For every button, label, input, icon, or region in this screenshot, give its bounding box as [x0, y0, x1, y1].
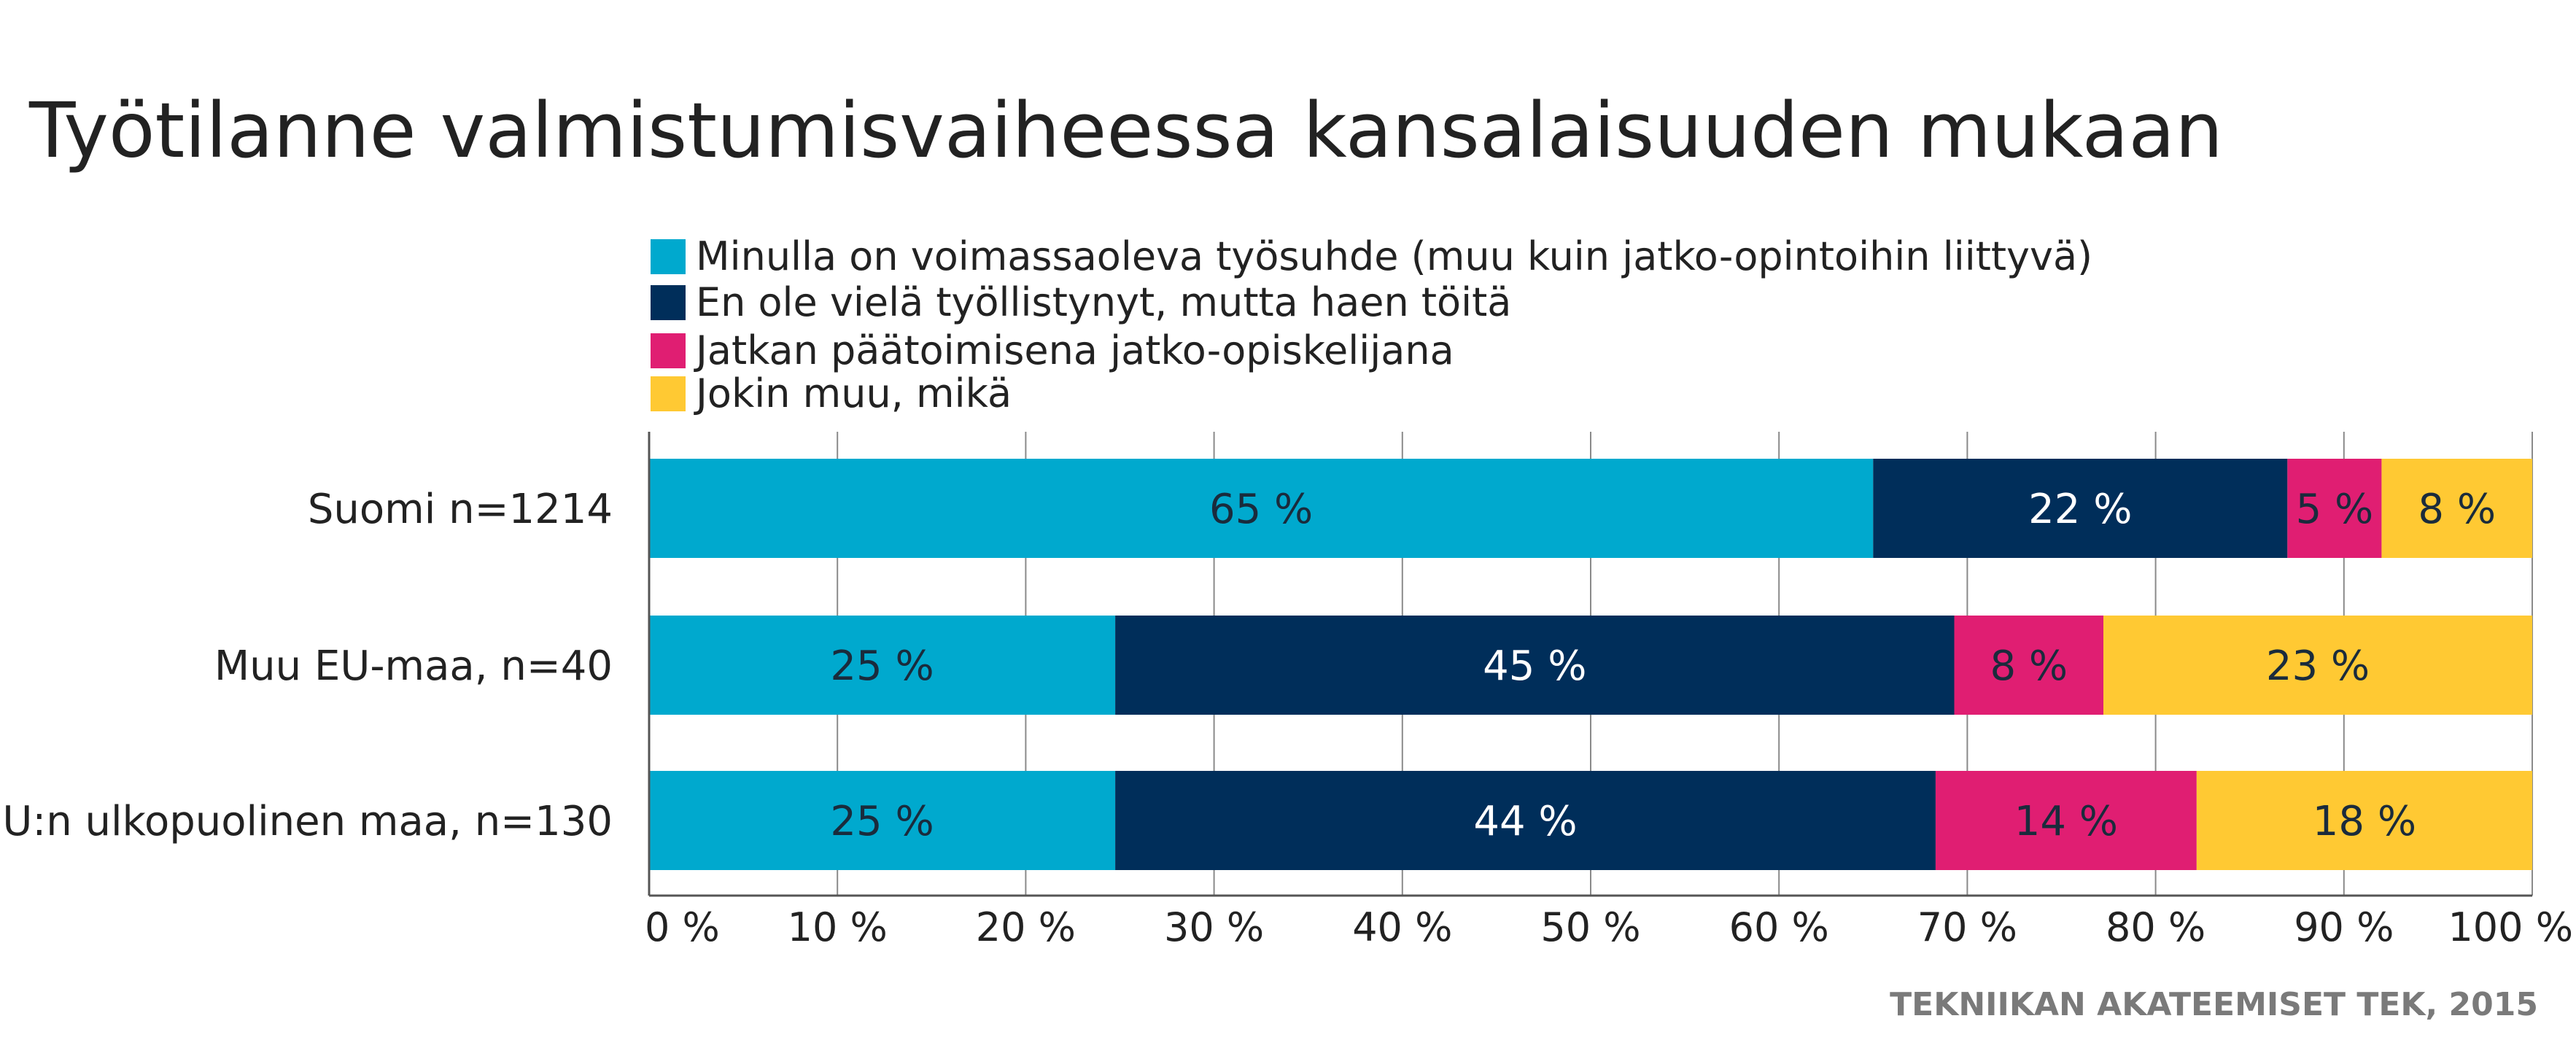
bar-segment [2381, 459, 2532, 558]
bar-segment [1935, 771, 2197, 870]
data-label: 8 % [2418, 486, 2496, 533]
data-labels: 65 % 22 % 5 % 8 % 25 % 45 % 8 % 23 % 25 % 44 % 14 … [830, 486, 2496, 845]
x-tick-label: 60 % [1729, 904, 1829, 950]
legend-swatch [651, 285, 686, 320]
data-label: 8 % [1990, 643, 2068, 690]
x-tick-label: 50 % [1540, 904, 1640, 950]
data-label: 23 % [2266, 643, 2370, 690]
x-tick-label: 20 % [976, 904, 1076, 950]
x-axis: 0 % 10 % 20 % 30 % 40 % 50 % 60 % 70 % 80 % 90 % 1… [645, 432, 2573, 950]
x-tick-label: 40 % [1352, 904, 1452, 950]
data-label: 45 % [1483, 643, 1586, 690]
data-label: 25 % [830, 643, 934, 690]
category-label: Muu EU-maa, n=40 [214, 643, 613, 690]
legend-swatch [651, 376, 686, 411]
bar-segment [1115, 771, 1936, 870]
data-label: 25 % [830, 798, 934, 845]
bars [649, 459, 2532, 870]
category-label: Suomi n=1214 [308, 486, 613, 533]
bar-segment [649, 771, 1116, 870]
legend-label: Jokin muu, mikä [694, 370, 1012, 416]
data-label: 65 % [1209, 486, 1313, 533]
data-label: 18 % [2313, 798, 2416, 845]
legend-swatch [651, 239, 686, 274]
x-tick-label: 70 % [1917, 904, 2017, 950]
category-label: EU:n ulkopuolinen maa, n=130 [0, 798, 613, 845]
x-tick-label: 80 % [2106, 904, 2205, 950]
legend: Minulla on voimassaoleva työsuhde (muu k… [651, 233, 2092, 416]
legend-label: En ole vielä työllistynyt, mutta haen tö… [696, 279, 1511, 325]
bar-segment [1115, 616, 1955, 715]
x-tick-label: 0 % [645, 904, 720, 950]
bar-segment [2287, 459, 2382, 558]
bar-segment [1873, 459, 2288, 558]
data-label: 22 % [2028, 486, 2132, 533]
bar-segment [649, 616, 1116, 715]
data-label: 14 % [2014, 798, 2118, 845]
legend-label: Jatkan päätoimisena jatko-opiskelijana [694, 327, 1454, 373]
x-tick-label: 30 % [1164, 904, 1264, 950]
x-tick-label: 10 % [788, 904, 888, 950]
bar-segment [2196, 771, 2532, 870]
x-tick-label: 90 % [2294, 904, 2394, 950]
bar-segment [649, 459, 1874, 558]
bar-segment [1954, 616, 2104, 715]
source-label: TEKNIIKAN AKATEEMISET TEK, 2015 [1890, 986, 2538, 1023]
legend-swatch [651, 333, 686, 368]
category-labels: Suomi n=1214 Muu EU-maa, n=40 EU:n ulkopuo… [0, 486, 613, 845]
legend-label: Minulla on voimassaoleva työsuhde (muu k… [696, 233, 2092, 279]
data-label: 44 % [1473, 798, 1577, 845]
data-label: 5 % [2296, 486, 2374, 533]
bar-segment [2103, 616, 2532, 715]
chart-title: Työtilanne valmistumisvaiheessa kansalai… [28, 86, 2223, 175]
x-tick-label: 100 % [2448, 904, 2573, 950]
